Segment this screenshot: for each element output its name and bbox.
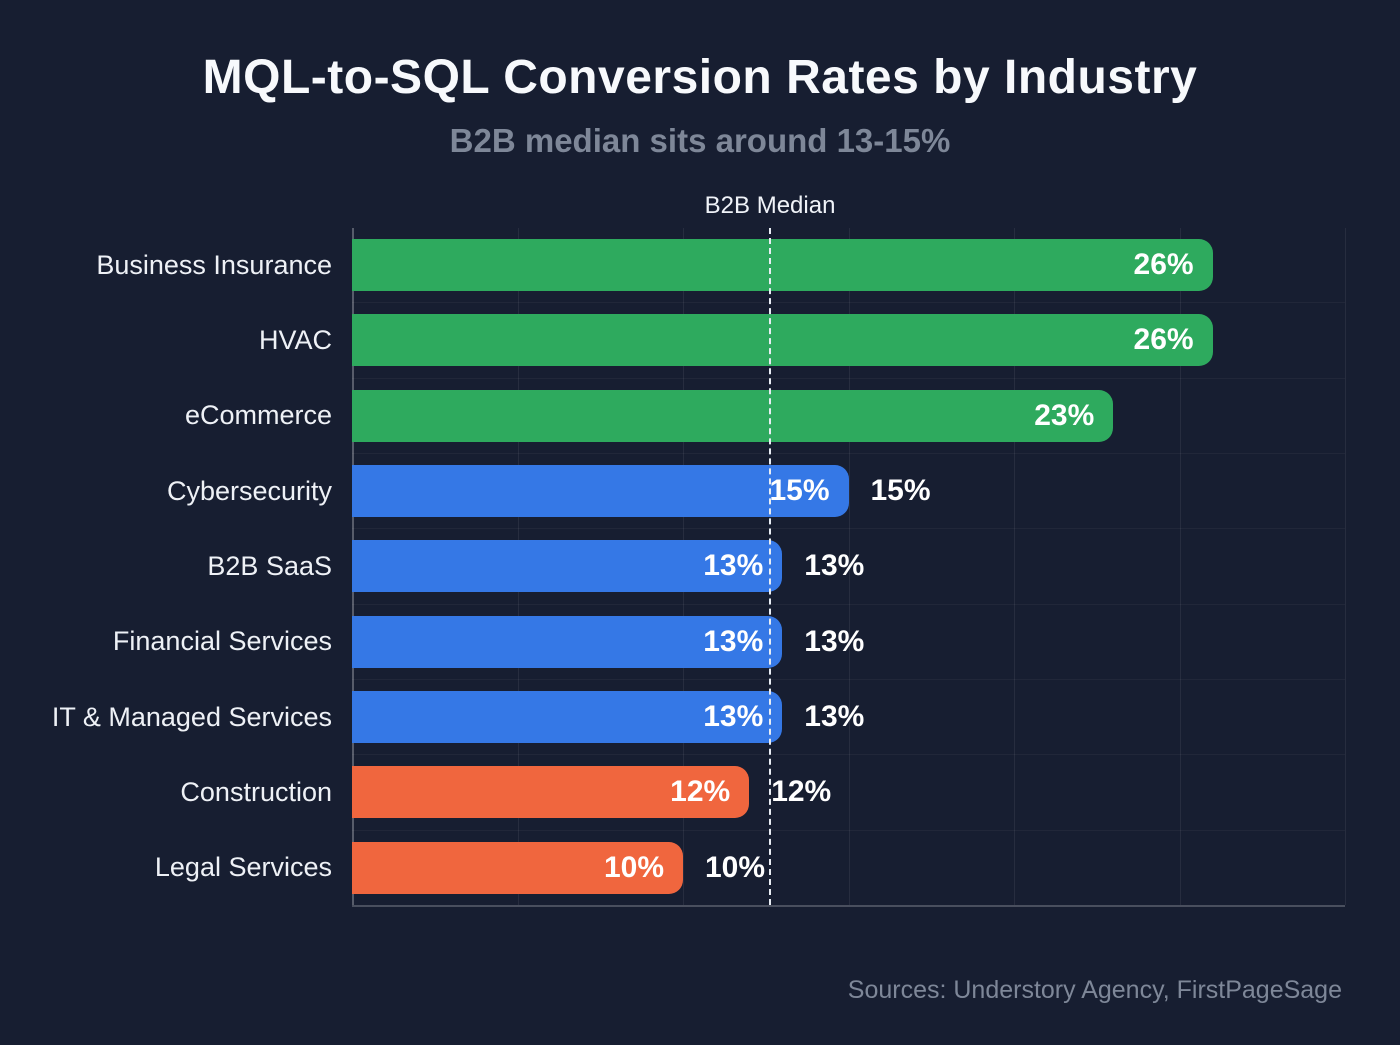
category-label: HVAC (258, 324, 332, 355)
bar-row: B2B SaaS 13% 13% (207, 528, 1345, 603)
value-label-inside: 23% (1034, 398, 1095, 432)
category-label: Cybersecurity (166, 475, 332, 506)
bar-rows: Business Insurance 26% HVAC 26% eCommerce 23%… (52, 228, 1345, 905)
bar: 23% (352, 389, 1114, 442)
bar: 13% (352, 540, 783, 593)
category-label: Business Insurance (96, 249, 332, 280)
gridline (848, 228, 850, 905)
value-label-outside: 15% (870, 474, 931, 508)
gridline (1179, 228, 1181, 905)
bar: 13% (352, 615, 783, 668)
value-label-inside: 12% (670, 775, 731, 809)
plot-area: Business Insurance 26% HVAC 26% eCommerce 23%… (52, 192, 1346, 907)
category-label: IT & Managed Services (51, 701, 332, 732)
source-note: Sources: Understory Agency, FirstPageSag… (847, 976, 1342, 1004)
bar: 26% (352, 314, 1213, 367)
value-label-outside: 13% (804, 549, 865, 583)
bar-row: Business Insurance 26% (96, 228, 1345, 302)
bar-row: Legal Services 10% 10% (155, 829, 1345, 905)
gridline (1345, 228, 1346, 905)
category-label: Legal Services (154, 852, 332, 883)
value-label-inside: 15% (769, 474, 830, 508)
value-label-outside: 10% (704, 850, 766, 884)
category-label: B2B SaaS (207, 550, 332, 581)
bar: 26% (352, 239, 1213, 292)
value-label-outside: 12% (771, 775, 832, 809)
value-label-inside: 26% (1133, 323, 1194, 357)
bar-row: HVAC 26% (259, 302, 1345, 377)
value-label-inside: 13% (703, 624, 764, 658)
gridline (1014, 228, 1015, 905)
category-label: Financial Services (112, 626, 332, 657)
chart-title: MQL-to-SQL Conversion Rates by Industry (202, 51, 1198, 104)
chart-subtitle: B2B median sits around 13-15% (449, 122, 951, 159)
bar-row: IT & Managed Services 13% 13% (52, 678, 1345, 754)
value-label-outside: 13% (804, 624, 865, 658)
value-label-inside: 13% (703, 549, 764, 583)
bar: 10% (352, 841, 683, 894)
median-label: B2B Median (704, 192, 836, 219)
value-label-inside: 26% (1133, 248, 1194, 282)
category-label: eCommerce (184, 400, 332, 431)
value-label-inside: 13% (703, 700, 764, 734)
bar-row: Cybersecurity 15% 15% (167, 452, 1345, 528)
bar: 12% (352, 766, 750, 819)
value-label-inside: 10% (603, 850, 664, 884)
bar-row: Construction 12% 12% (180, 754, 1345, 829)
median-line: B2B Median (705, 192, 835, 905)
bar-row: eCommerce 23% (185, 377, 1345, 453)
category-label: Construction (180, 776, 332, 807)
bar: 13% (352, 691, 783, 744)
bar: 15% (352, 465, 849, 518)
value-label-outside: 13% (804, 700, 865, 734)
bar-row: Financial Services 13% 13% (113, 603, 1345, 679)
